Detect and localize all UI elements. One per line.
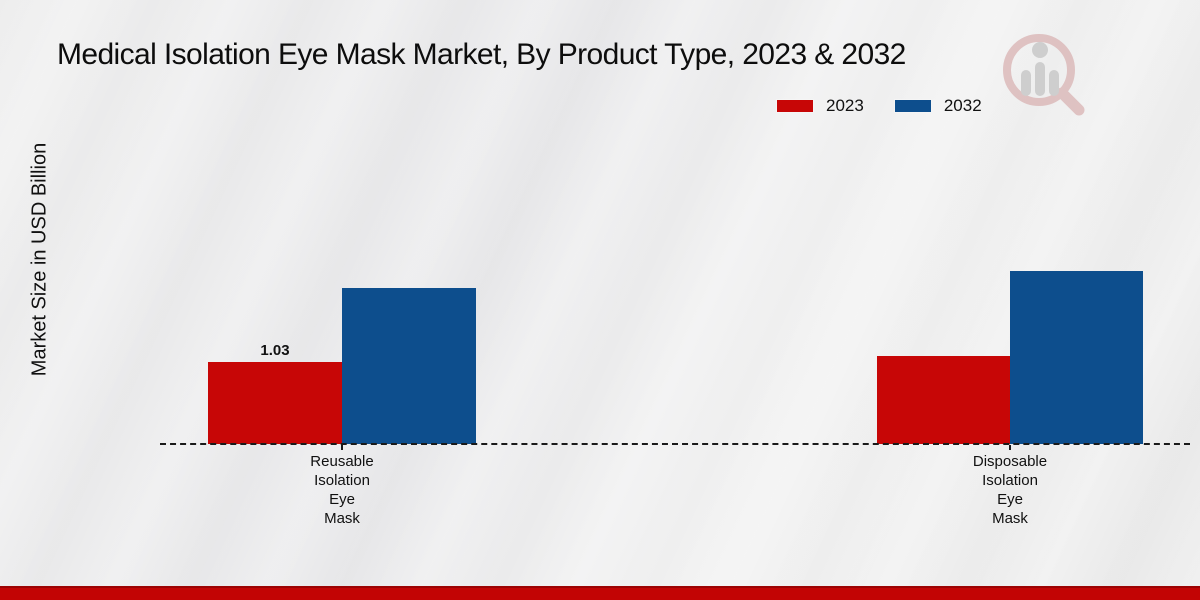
x-axis-tick-disposable xyxy=(1009,445,1011,450)
chart-title: Medical Isolation Eye Mask Market, By Pr… xyxy=(57,38,906,71)
bar-2032-disposable xyxy=(1010,271,1143,444)
legend-item-2023: 2023 xyxy=(776,96,864,116)
legend-label-2032: 2032 xyxy=(943,96,982,115)
bar-2023-disposable xyxy=(877,356,1010,444)
bar-value-label: 1.03 xyxy=(260,342,290,359)
x-axis-tick-reusable xyxy=(341,445,343,450)
legend-swatch-2032 xyxy=(893,99,932,113)
category-label-reusable: Reusable Isolation Eye Mask xyxy=(310,453,374,527)
market-research-watermark-logo xyxy=(1003,34,1085,116)
category-label-disposable: Disposable Isolation Eye Mask xyxy=(972,453,1048,527)
legend: 2023 2032 xyxy=(776,96,982,116)
bar-2023-reusable xyxy=(208,362,342,444)
footer-accent-strip xyxy=(0,586,1200,600)
legend-label-2023: 2023 xyxy=(826,96,864,115)
legend-item-2032: 2032 xyxy=(893,96,982,116)
x-axis-baseline xyxy=(160,443,1190,445)
y-axis-label: Market Size in USD Billion xyxy=(28,142,51,377)
bar-2032-reusable xyxy=(342,288,476,444)
legend-swatch-2023 xyxy=(776,99,814,113)
